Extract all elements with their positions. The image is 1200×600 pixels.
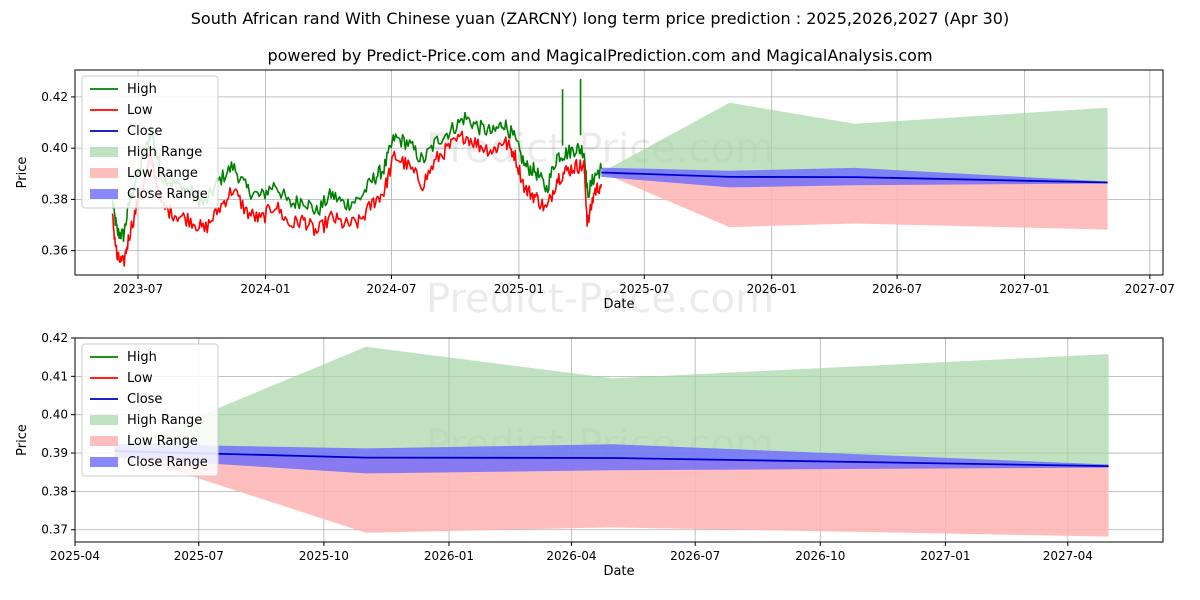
close-line [114, 450, 1109, 467]
legend-label: Low Range [127, 434, 198, 449]
legend-label: Low Range [127, 166, 198, 181]
legend-label: Close [127, 124, 162, 139]
legend-label: High Range [127, 413, 202, 428]
x-tick-label: 2026-07 [670, 549, 720, 563]
x-tick-label: 2024-07 [366, 282, 416, 296]
x-tick-label: 2024-01 [240, 282, 290, 296]
y-tick-label: 0.38 [41, 192, 68, 206]
chart-title: South African rand With Chinese yuan (ZA… [190, 9, 1010, 28]
x-tick-label: 2027-07 [1125, 282, 1175, 296]
y-tick-label: 0.38 [41, 484, 68, 498]
x-tick-label: 2025-04 [50, 549, 100, 563]
low-line [111, 130, 603, 267]
y-tick-label: 0.40 [41, 141, 68, 155]
legend: High Low Close High Range Low Range Close Ran… [81, 343, 219, 477]
legend-label: High [127, 350, 157, 365]
y-tick-label: 0.37 [41, 523, 68, 537]
y-tick-label: 0.36 [41, 244, 68, 258]
y-axis-label: Price [15, 157, 30, 189]
x-tick-label: 2027-01 [920, 549, 970, 563]
legend-label: Close Range [127, 455, 208, 470]
x-tick-label: 2025-07 [174, 549, 224, 563]
x-tick-label: 2025-01 [494, 282, 544, 296]
legend-swatch [90, 436, 118, 446]
legend-swatch [90, 457, 118, 467]
x-tick-label: 2027-04 [1043, 549, 1093, 563]
watermark: Predict-Price.com [426, 276, 774, 322]
x-tick-label: 2026-04 [546, 549, 596, 563]
plot-area [111, 78, 1108, 267]
x-tick-label: 2026-07 [872, 282, 922, 296]
y-tick-label: 0.40 [41, 408, 68, 422]
y-tick-label: 0.39 [41, 446, 68, 460]
x-tick-label: 2025-07 [619, 282, 669, 296]
x-axis-label: Date [603, 297, 634, 312]
x-tick-label: 2026-10 [795, 549, 845, 563]
y-tick-label: 0.42 [41, 90, 68, 104]
x-tick-label: 2023-07 [113, 282, 163, 296]
legend-label: High [127, 82, 157, 97]
legend-label: Close [127, 392, 162, 407]
x-tick-label: 2026-01 [424, 549, 474, 563]
legend-swatch [90, 415, 118, 425]
legend: High Low Close High Range Low Range Close Ran… [81, 75, 219, 209]
y-tick-label: 0.41 [41, 369, 68, 383]
chart-panel-top: Predict-Price.comPredict-Price.com2023-0… [15, 69, 1175, 322]
x-axis-label: Date [603, 564, 634, 579]
legend-label: High Range [127, 145, 202, 160]
legend-swatch [90, 147, 118, 157]
legend-label: Close Range [127, 187, 208, 202]
legend-swatch [90, 189, 118, 199]
x-tick-label: 2025-10 [299, 549, 349, 563]
y-tick-label: 0.42 [41, 331, 68, 345]
chart-subtitle: powered by Predict-Price.com and Magical… [267, 46, 933, 65]
legend-swatch [90, 168, 118, 178]
legend-label: Low [127, 103, 153, 118]
y-axis-label: Price [15, 424, 30, 456]
plot-frame [74, 69, 1164, 276]
high-range-band [601, 102, 1108, 183]
chart-panel-bottom: Predict-Price.com2025-042025-072025-1020… [15, 331, 1164, 579]
legend-label: Low [127, 371, 153, 386]
plot-frame [74, 337, 1164, 543]
plot-area [114, 346, 1109, 537]
high-range-band [114, 346, 1109, 467]
close-line [601, 171, 1108, 184]
x-tick-label: 2027-01 [999, 282, 1049, 296]
x-tick-label: 2026-01 [747, 282, 797, 296]
